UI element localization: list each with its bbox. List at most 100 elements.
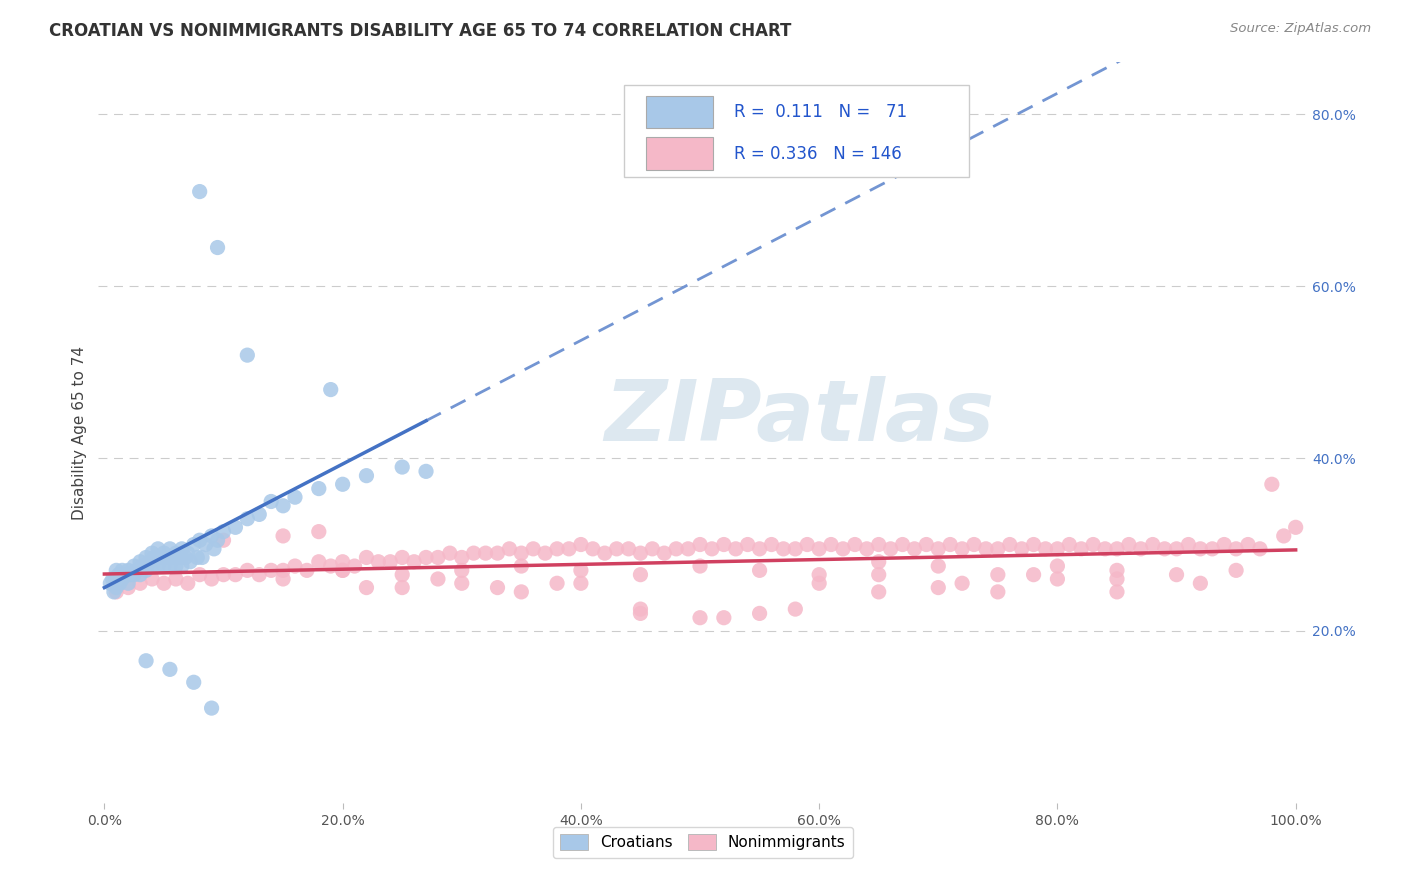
Point bbox=[207, 240, 229, 254]
Point bbox=[162, 550, 184, 565]
Point bbox=[665, 541, 688, 556]
Point bbox=[486, 581, 509, 595]
Point bbox=[165, 559, 187, 574]
Point bbox=[271, 499, 294, 513]
Point bbox=[689, 559, 711, 574]
Point bbox=[1046, 559, 1069, 574]
Point bbox=[808, 576, 831, 591]
Point bbox=[129, 576, 152, 591]
Point bbox=[1129, 541, 1152, 556]
Point bbox=[891, 537, 914, 551]
Point bbox=[1094, 541, 1116, 556]
Point bbox=[593, 546, 616, 560]
Point bbox=[546, 541, 568, 556]
Point bbox=[101, 572, 124, 586]
Point bbox=[1046, 572, 1069, 586]
Point bbox=[808, 567, 831, 582]
Point bbox=[868, 555, 890, 569]
Legend: Croatians, Nonimmigrants: Croatians, Nonimmigrants bbox=[553, 827, 853, 858]
Point bbox=[534, 546, 557, 560]
Point bbox=[785, 602, 807, 616]
Point bbox=[1059, 537, 1081, 551]
Point bbox=[450, 563, 472, 577]
Point bbox=[1105, 585, 1128, 599]
Point bbox=[450, 550, 472, 565]
Point bbox=[122, 567, 145, 582]
Point bbox=[356, 550, 378, 565]
Point bbox=[546, 576, 568, 591]
Point bbox=[332, 563, 354, 577]
Point bbox=[1022, 567, 1045, 582]
Point bbox=[165, 546, 187, 560]
Point bbox=[188, 567, 211, 582]
Point bbox=[1166, 567, 1188, 582]
Point bbox=[202, 541, 225, 556]
Point bbox=[159, 662, 181, 676]
Point bbox=[1225, 563, 1247, 577]
Point bbox=[332, 563, 354, 577]
Point bbox=[1022, 537, 1045, 551]
Point bbox=[159, 559, 181, 574]
Point bbox=[308, 524, 330, 539]
Point bbox=[415, 464, 437, 478]
Point bbox=[98, 576, 121, 591]
Point bbox=[141, 572, 163, 586]
Point bbox=[950, 576, 973, 591]
Point bbox=[167, 550, 190, 565]
FancyBboxPatch shape bbox=[624, 85, 969, 178]
Point bbox=[236, 512, 259, 526]
Point bbox=[713, 610, 735, 624]
Point bbox=[150, 550, 173, 565]
Text: R =  0.111   N =   71: R = 0.111 N = 71 bbox=[734, 103, 907, 121]
Point bbox=[343, 559, 366, 574]
Point bbox=[689, 610, 711, 624]
Point bbox=[141, 546, 163, 560]
Point bbox=[987, 567, 1010, 582]
Point bbox=[1035, 541, 1057, 556]
Point bbox=[1046, 541, 1069, 556]
Point bbox=[1177, 537, 1199, 551]
Point bbox=[111, 572, 134, 586]
Point bbox=[356, 581, 378, 595]
Point bbox=[271, 572, 294, 586]
Point bbox=[143, 550, 166, 565]
Point bbox=[463, 546, 485, 560]
Point bbox=[868, 567, 890, 582]
Point bbox=[391, 567, 413, 582]
Point bbox=[153, 576, 176, 591]
Point bbox=[1189, 541, 1212, 556]
Point bbox=[939, 537, 962, 551]
Point bbox=[391, 550, 413, 565]
Point bbox=[486, 546, 509, 560]
Point bbox=[125, 563, 148, 577]
Point bbox=[1011, 541, 1033, 556]
Point bbox=[146, 541, 169, 556]
Point bbox=[183, 675, 205, 690]
Point bbox=[796, 537, 818, 551]
Point bbox=[260, 494, 283, 508]
Point bbox=[188, 533, 211, 548]
Point bbox=[450, 576, 472, 591]
Point bbox=[319, 559, 342, 574]
Point bbox=[426, 572, 449, 586]
Point bbox=[367, 555, 389, 569]
Point bbox=[820, 537, 842, 551]
Point bbox=[1285, 520, 1308, 534]
Point bbox=[987, 585, 1010, 599]
Point bbox=[105, 563, 128, 577]
Point bbox=[319, 383, 342, 397]
Point bbox=[308, 555, 330, 569]
Point bbox=[1237, 537, 1260, 551]
Point bbox=[111, 563, 134, 577]
Point bbox=[1225, 541, 1247, 556]
Point bbox=[426, 550, 449, 565]
Point bbox=[212, 567, 235, 582]
Point bbox=[170, 541, 193, 556]
Point bbox=[188, 185, 211, 199]
Point bbox=[200, 701, 222, 715]
Point bbox=[1105, 572, 1128, 586]
Point bbox=[1166, 541, 1188, 556]
Point bbox=[761, 537, 783, 551]
Point bbox=[200, 572, 222, 586]
Point bbox=[284, 559, 307, 574]
